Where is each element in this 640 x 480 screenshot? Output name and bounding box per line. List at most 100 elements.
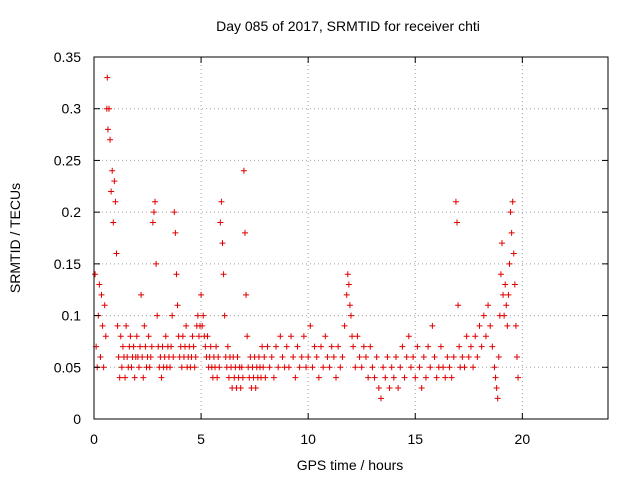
data-point: [149, 219, 156, 226]
data-points: [92, 74, 522, 402]
data-point: [112, 198, 119, 205]
data-point: [422, 374, 429, 381]
data-point: [285, 364, 292, 371]
data-point: [397, 364, 404, 371]
data-point: [262, 374, 269, 381]
data-point: [425, 343, 432, 350]
data-point: [194, 312, 201, 319]
data-point: [105, 105, 112, 112]
data-point: [511, 281, 518, 288]
data-point: [199, 322, 206, 329]
data-point: [191, 364, 198, 371]
data-point: [179, 333, 186, 340]
data-point: [225, 374, 232, 381]
data-point: [190, 343, 197, 350]
x-tick-label: 0: [90, 431, 98, 447]
data-point: [450, 353, 457, 360]
data-point: [382, 374, 389, 381]
data-point: [504, 322, 511, 329]
data-point: [369, 364, 376, 371]
y-tick-label: 0.05: [54, 359, 81, 375]
data-point: [133, 333, 140, 340]
data-point: [172, 229, 179, 236]
data-point: [192, 353, 199, 360]
data-point: [455, 302, 462, 309]
data-point: [218, 198, 225, 205]
data-point: [497, 271, 504, 278]
data-point: [102, 333, 109, 340]
data-point: [324, 353, 331, 360]
data-point: [418, 384, 425, 391]
data-point: [273, 343, 280, 350]
data-point: [371, 374, 378, 381]
data-point: [507, 209, 514, 216]
data-point: [110, 219, 117, 226]
data-point: [313, 353, 320, 360]
data-point: [115, 353, 122, 360]
y-tick-label: 0: [73, 411, 81, 427]
data-point: [170, 353, 177, 360]
data-point: [264, 343, 271, 350]
data-point: [333, 374, 340, 381]
data-point: [427, 364, 434, 371]
data-point: [498, 240, 505, 247]
data-point: [117, 333, 124, 340]
data-point: [104, 74, 111, 81]
data-point: [128, 364, 135, 371]
data-point: [503, 302, 510, 309]
data-point: [204, 333, 211, 340]
x-tick-label: 10: [300, 431, 316, 447]
data-point: [377, 395, 384, 402]
data-point: [360, 343, 367, 350]
data-point: [124, 353, 131, 360]
data-point: [98, 291, 105, 298]
data-point: [298, 353, 305, 360]
data-point: [380, 364, 387, 371]
data-point: [442, 374, 449, 381]
data-point: [470, 364, 477, 371]
data-point: [237, 384, 244, 391]
data-point: [217, 219, 224, 226]
data-point: [202, 343, 209, 350]
data-point: [300, 333, 307, 340]
data-point: [433, 374, 440, 381]
data-point: [147, 353, 154, 360]
data-point: [311, 343, 318, 350]
data-point: [337, 364, 344, 371]
data-point: [388, 364, 395, 371]
data-point: [512, 322, 519, 329]
data-point: [113, 250, 120, 257]
data-point: [341, 322, 348, 329]
data-point: [440, 364, 447, 371]
data-point: [354, 333, 361, 340]
data-point: [328, 343, 335, 350]
data-point: [407, 364, 414, 371]
data-point: [255, 353, 262, 360]
data-point: [259, 343, 266, 350]
data-point: [275, 364, 282, 371]
data-point: [174, 302, 181, 309]
data-point: [277, 333, 284, 340]
data-point: [288, 333, 295, 340]
data-point: [506, 260, 513, 267]
data-point: [358, 364, 365, 371]
data-point: [349, 333, 356, 340]
data-point: [294, 343, 301, 350]
x-tick-label: 5: [197, 431, 205, 447]
data-point: [268, 353, 275, 360]
data-point: [100, 364, 107, 371]
data-point: [183, 322, 190, 329]
data-point: [131, 374, 138, 381]
data-point: [283, 343, 290, 350]
data-point: [330, 353, 337, 360]
data-point: [292, 374, 299, 381]
data-point: [238, 364, 245, 371]
data-point: [279, 353, 286, 360]
data-point: [465, 353, 472, 360]
data-point: [167, 364, 174, 371]
data-point: [109, 167, 116, 174]
data-point: [116, 374, 123, 381]
data-point: [491, 364, 498, 371]
data-point: [159, 343, 166, 350]
x-axis-label: GPS time / hours: [297, 457, 404, 473]
